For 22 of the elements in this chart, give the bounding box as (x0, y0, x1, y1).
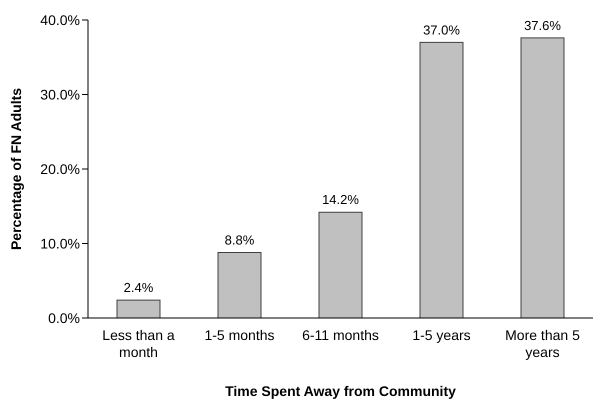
x-tick-label: More than 5 years (505, 327, 580, 360)
y-tick-label: 40.0% (40, 12, 80, 28)
bar (520, 37, 564, 318)
data-label: 37.6% (524, 18, 562, 33)
data-label: 14.2% (322, 192, 360, 208)
data-label: 2.4% (124, 280, 154, 296)
bar (318, 212, 362, 318)
y-tick-label: 10.0% (40, 235, 80, 252)
bar (218, 252, 262, 318)
data-label: 37.0% (423, 22, 460, 38)
x-tick-label: 6-11 months (302, 327, 379, 343)
bar (116, 300, 160, 318)
x-tick-label: 1-5 years (412, 327, 471, 343)
y-tick-label: 20.0% (40, 160, 80, 177)
y-axis-title: Percentage of FN Adults (8, 88, 24, 250)
x-axis-title: Time Spent Away from Community (225, 383, 456, 399)
x-tick-label: Less than a month (102, 327, 175, 360)
x-tick-label: 1-5 months (204, 327, 275, 343)
y-tick-label: 0.0% (48, 310, 80, 326)
data-label: 8.8% (224, 232, 255, 248)
y-tick-label: 30.0% (40, 86, 80, 102)
bar (420, 42, 464, 318)
